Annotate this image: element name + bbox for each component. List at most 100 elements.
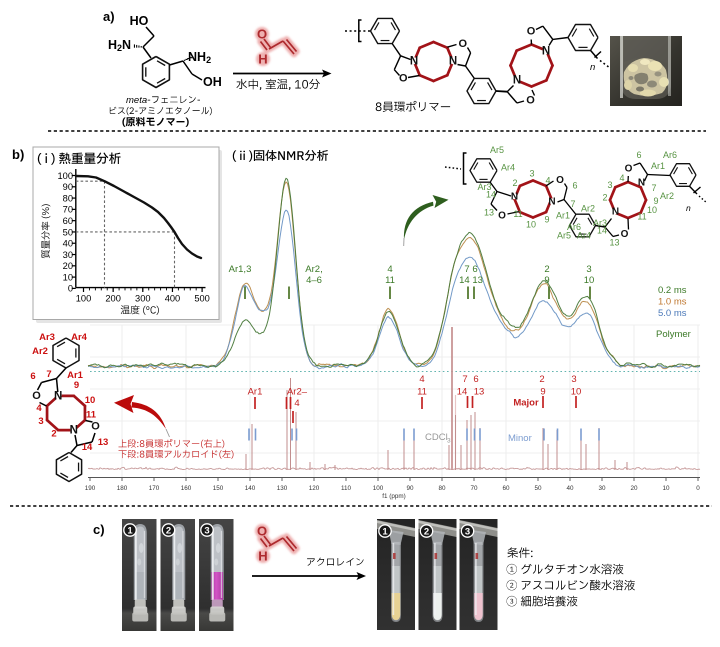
- svg-text:13: 13: [609, 238, 619, 248]
- svg-text:2: 2: [544, 264, 549, 275]
- svg-text:4: 4: [419, 374, 424, 385]
- svg-text:13: 13: [98, 437, 109, 448]
- svg-text:90: 90: [63, 182, 73, 192]
- svg-text:120: 120: [309, 485, 320, 492]
- svg-text:O: O: [32, 390, 41, 402]
- svg-text:3: 3: [586, 264, 591, 275]
- svg-text:9: 9: [74, 380, 79, 391]
- svg-text:11: 11: [417, 387, 427, 398]
- svg-text:Ar4: Ar4: [577, 231, 591, 241]
- svg-text:10: 10: [526, 220, 536, 230]
- svg-text:20: 20: [630, 485, 638, 492]
- svg-text:10: 10: [571, 387, 582, 398]
- svg-text:O: O: [621, 229, 629, 240]
- svg-text:80: 80: [63, 193, 73, 203]
- svg-text:a): a): [103, 9, 115, 24]
- svg-text:60: 60: [502, 485, 510, 492]
- svg-text:2: 2: [512, 178, 517, 188]
- svg-text:Ar1: Ar1: [556, 211, 570, 221]
- svg-text:40: 40: [63, 239, 73, 249]
- svg-text:N: N: [513, 75, 521, 87]
- svg-text:4–6: 4–6: [306, 275, 322, 286]
- svg-text:2: 2: [166, 525, 171, 536]
- svg-text:3: 3: [465, 526, 470, 537]
- svg-text:Ar1: Ar1: [651, 161, 665, 171]
- svg-text:9: 9: [544, 215, 549, 225]
- svg-text:170: 170: [149, 485, 160, 492]
- svg-text:30: 30: [598, 485, 606, 492]
- svg-text:3: 3: [529, 169, 534, 179]
- svg-text:110: 110: [341, 485, 352, 492]
- svg-text:11: 11: [513, 209, 522, 219]
- svg-text:O: O: [527, 26, 536, 38]
- svg-text:70: 70: [63, 205, 73, 215]
- svg-text:2: 2: [51, 429, 56, 440]
- svg-text:Ar3: Ar3: [39, 332, 55, 343]
- svg-text:50: 50: [534, 485, 542, 492]
- svg-text:4: 4: [36, 403, 42, 414]
- svg-text:100: 100: [76, 294, 92, 304]
- svg-text:2: 2: [424, 526, 429, 537]
- svg-text:Ar4: Ar4: [501, 163, 515, 173]
- svg-text:Ar2: Ar2: [660, 191, 674, 201]
- svg-text:N: N: [638, 178, 645, 189]
- svg-text:c): c): [93, 522, 105, 537]
- svg-text:OH: OH: [203, 75, 222, 89]
- svg-text:4: 4: [545, 176, 550, 186]
- svg-text:O: O: [257, 524, 267, 539]
- svg-text:60: 60: [63, 216, 73, 226]
- svg-text:0: 0: [68, 284, 73, 294]
- svg-text:N: N: [548, 197, 555, 208]
- svg-text:Ar2,: Ar2,: [305, 264, 322, 275]
- svg-text:Ar5: Ar5: [490, 145, 504, 155]
- svg-text:N: N: [542, 46, 550, 58]
- svg-text:40: 40: [566, 485, 574, 492]
- svg-text:O: O: [526, 94, 535, 106]
- svg-text:0: 0: [696, 485, 700, 492]
- svg-text:O: O: [625, 163, 633, 174]
- svg-text:0.2 ms: 0.2 ms: [658, 285, 687, 296]
- svg-text:3: 3: [38, 416, 43, 427]
- svg-text:500: 500: [194, 294, 210, 304]
- svg-text:Major: Major: [513, 398, 539, 409]
- svg-text:6: 6: [473, 374, 478, 385]
- svg-text:H: H: [258, 52, 267, 67]
- svg-text:Ar4: Ar4: [71, 332, 88, 343]
- svg-text:130: 130: [277, 485, 288, 492]
- svg-text:190: 190: [85, 485, 96, 492]
- svg-text:180: 180: [117, 485, 128, 492]
- svg-text:80: 80: [438, 485, 446, 492]
- svg-text:10: 10: [85, 395, 96, 406]
- svg-text:1: 1: [382, 526, 388, 537]
- svg-text:30: 30: [63, 250, 73, 260]
- svg-text:6: 6: [30, 371, 35, 382]
- svg-text:4: 4: [387, 264, 392, 275]
- svg-text:6: 6: [572, 181, 577, 191]
- svg-text:11: 11: [637, 212, 646, 222]
- svg-text:Ar5: Ar5: [557, 231, 571, 241]
- svg-text:7: 7: [46, 369, 51, 380]
- svg-text:14 13: 14 13: [459, 275, 483, 286]
- svg-text:Ar2: Ar2: [32, 346, 48, 357]
- svg-text:n: n: [590, 62, 595, 73]
- svg-text:N: N: [70, 425, 78, 437]
- svg-text:b): b): [12, 147, 24, 162]
- svg-text:3: 3: [571, 374, 576, 385]
- svg-text:2: 2: [602, 193, 607, 203]
- svg-text:100: 100: [57, 171, 73, 181]
- svg-text:20: 20: [63, 261, 73, 271]
- svg-text:400: 400: [165, 294, 181, 304]
- svg-text:5.0 ms: 5.0 ms: [658, 308, 687, 319]
- svg-text:CDCl: CDCl: [425, 432, 448, 443]
- svg-text:14: 14: [82, 442, 93, 453]
- svg-text:O: O: [399, 73, 408, 85]
- svg-text:Ar2: Ar2: [581, 204, 595, 214]
- svg-text:O: O: [459, 38, 468, 50]
- svg-text:14: 14: [597, 226, 607, 236]
- svg-text:50: 50: [63, 227, 73, 237]
- svg-text:1: 1: [127, 525, 133, 536]
- svg-text:140: 140: [245, 485, 256, 492]
- svg-text:4: 4: [619, 173, 624, 183]
- svg-text:200: 200: [105, 294, 121, 304]
- svg-text:11: 11: [385, 275, 395, 286]
